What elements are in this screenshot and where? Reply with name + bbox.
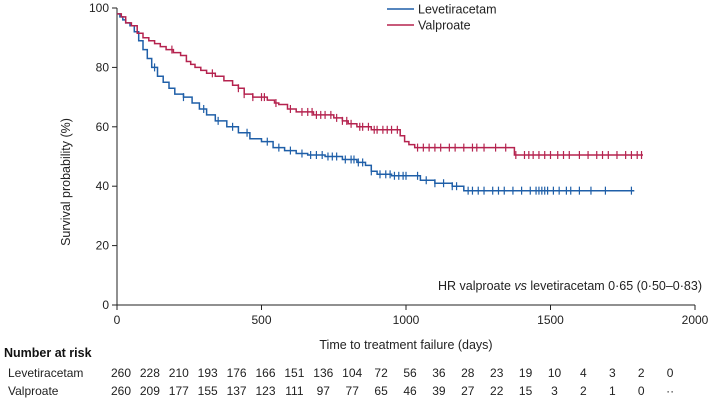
risk-count: 77 [346,384,360,398]
risk-row-label: Levetiracetam [8,366,83,380]
risk-count: 22 [490,384,504,398]
y-tick-label: 0 [102,298,109,312]
risk-count: 2 [638,366,645,380]
risk-count: 176 [227,366,247,380]
risk-count: 166 [255,366,275,380]
risk-count: 97 [317,384,331,398]
risk-count: ·· [666,384,674,398]
risk-count: 123 [255,384,275,398]
risk-count: 19 [519,366,533,380]
y-tick-label: 40 [96,179,110,193]
risk-count: 39 [432,384,446,398]
x-tick-label: 500 [251,313,271,327]
risk-count: 193 [198,366,218,380]
risk-table-title: Number at risk [4,346,92,360]
x-tick-label: 1000 [393,313,420,327]
y-tick-label: 100 [89,1,109,15]
x-tick-label: 1500 [537,313,564,327]
valproate-curve [117,13,643,156]
risk-count: 3 [609,366,616,380]
x-tick-label: 0 [114,313,121,327]
y-tick-label: 20 [96,239,110,253]
risk-count: 228 [140,366,160,380]
survival-curves [117,13,643,195]
risk-count: 177 [169,384,189,398]
risk-count: 136 [313,366,333,380]
risk-count: 4 [580,366,587,380]
risk-count: 27 [461,384,475,398]
legend-label-valproate: Valproate [418,19,471,33]
risk-count: 209 [140,384,160,398]
risk-count: 111 [285,384,304,398]
y-tick-label: 60 [96,120,110,134]
risk-count: 65 [374,384,388,398]
levetiracetam-curve [117,13,635,192]
risk-count: 260 [111,366,131,380]
y-axis-title: Survival probability (%) [59,118,73,246]
risk-count: 260 [111,384,131,398]
risk-count: 56 [403,366,417,380]
y-tick-label: 80 [96,60,110,74]
risk-count: 46 [403,384,417,398]
x-tick-label: 2000 [682,313,709,327]
risk-count: 151 [284,366,304,380]
risk-count: 10 [548,366,562,380]
number-at-risk-table: Number at risk Levetiracetam 260 228 210 193… [4,346,674,398]
risk-count: 0 [667,366,674,380]
risk-count: 15 [519,384,533,398]
risk-count: 2 [580,384,587,398]
risk-count: 36 [432,366,446,380]
chart-legend: Levetiracetam Valproate [387,3,497,33]
risk-count: 3 [551,384,558,398]
hr-prefix: HR valproate [438,279,514,293]
risk-count: 137 [227,384,247,398]
legend-label-levetiracetam: Levetiracetam [418,3,497,17]
hr-suffix: levetiracetam 0·65 (0·50–0·83) [527,279,702,293]
risk-count: 104 [342,366,362,380]
x-axis-title: Time to treatment failure (days) [319,338,492,352]
risk-row-label: Valproate [8,384,59,398]
hr-vs: vs [514,279,527,293]
risk-count: 210 [169,366,189,380]
risk-count: 28 [461,366,475,380]
risk-count: 1 [609,384,616,398]
risk-count: 155 [198,384,218,398]
risk-count: 72 [374,366,388,380]
risk-count: 23 [490,366,504,380]
hazard-ratio-annotation: HR valproate vs levetiracetam 0·65 (0·50… [438,279,702,293]
risk-count: 0 [638,384,645,398]
